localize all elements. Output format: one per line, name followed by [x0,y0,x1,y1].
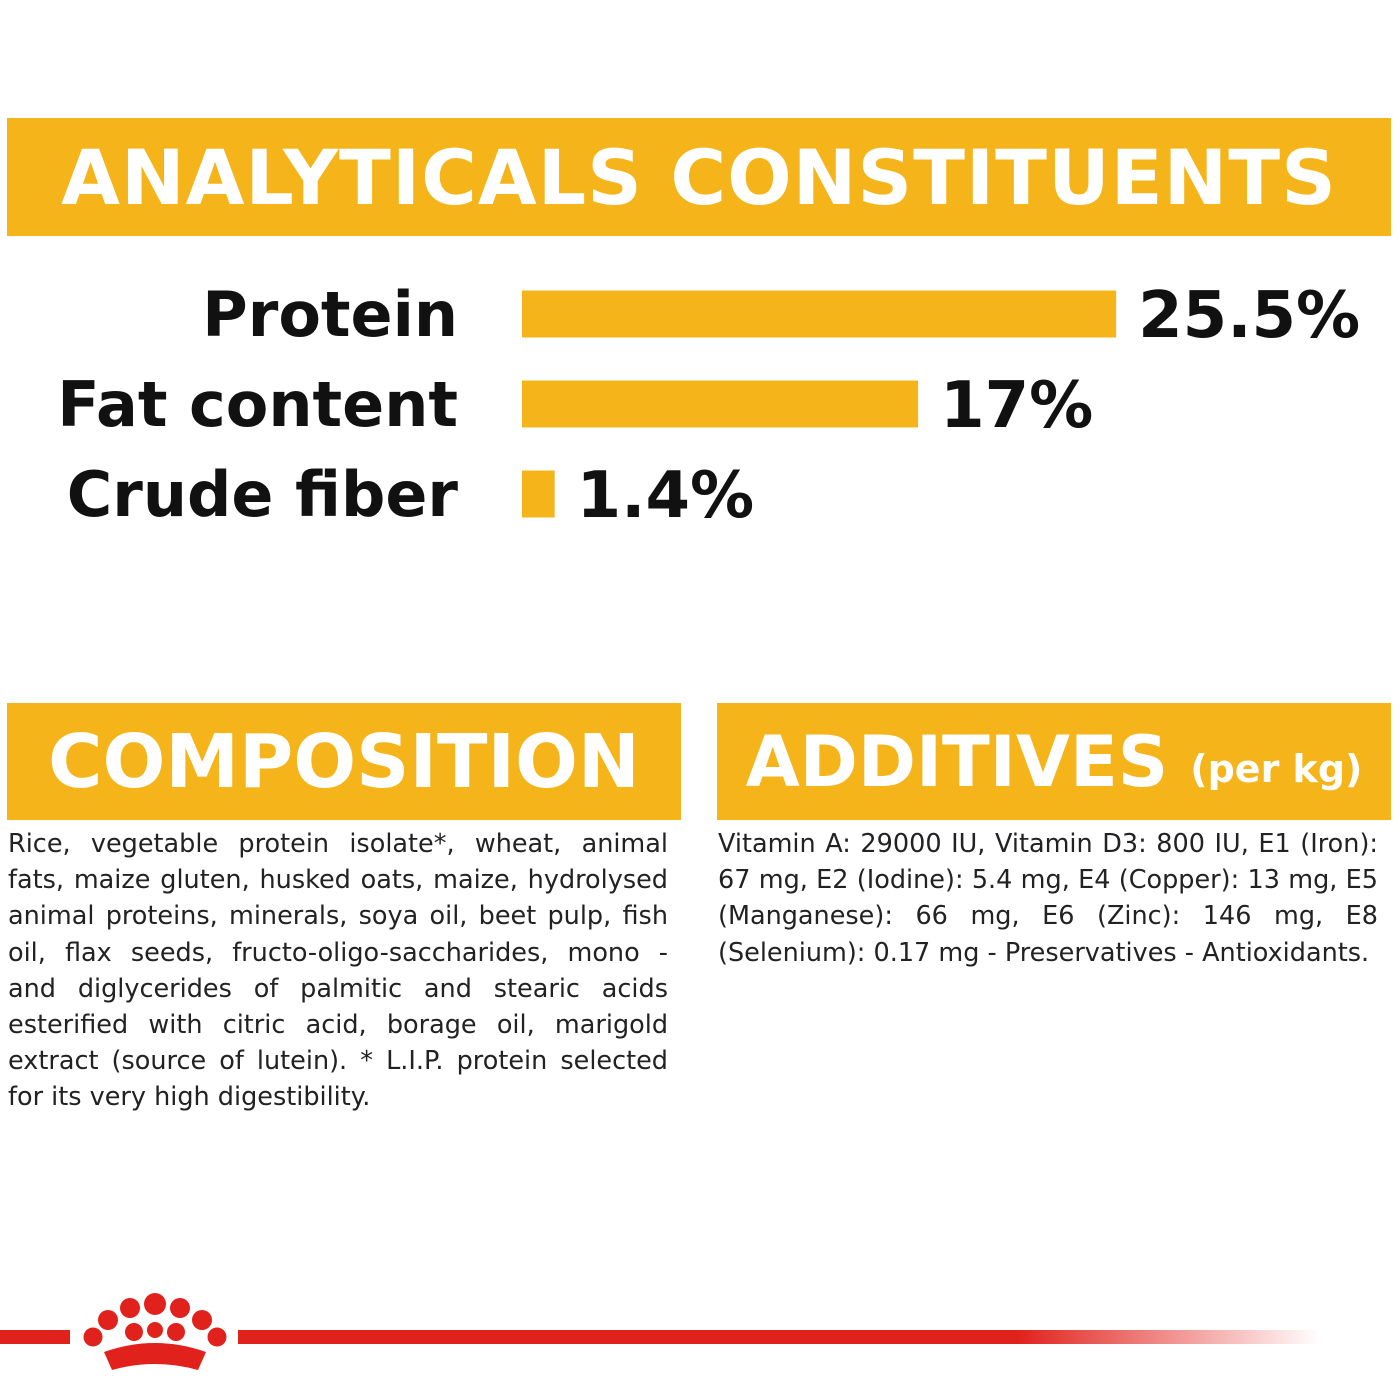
bar [522,380,919,428]
bar-value-label: 17% [940,369,1093,443]
footer-line-left [0,1330,70,1344]
footer-line-right [238,1330,1320,1344]
bar-label: Fat content [57,368,458,441]
analyticals-title: ANALYTICALS CONSTITUENTS [61,132,1337,222]
bar-value-label: 25.5% [1138,279,1360,353]
composition-title: COMPOSITION [48,718,640,805]
bar [522,290,1117,338]
bar-label: Crude fiber [67,458,459,531]
additives-subtitle: (per kg) [1190,746,1363,791]
composition-text: Rice, vegetable protein isolate*, wheat,… [8,829,668,1113]
additives-title: ADDITIVES [745,720,1169,803]
composition-banner: COMPOSITION [7,703,681,820]
analyticals-banner: ANALYTICALS CONSTITUENTS [7,118,1391,236]
crown-logo-icon [83,1293,227,1370]
footer-brand-strip [0,1293,1320,1370]
bar-value-label: 1.4% [577,459,755,533]
constituents-chart: Protein 25.5% Fat content 17% Crude fiber 1.4… [57,278,1360,533]
additives-text: Vitamin A: 29000 IU, Vitamin D3: 800 IU,… [718,829,1378,968]
additives-banner: ADDITIVES (per kg) [717,703,1391,820]
bar-label: Protein [202,278,458,351]
bar [522,470,555,518]
